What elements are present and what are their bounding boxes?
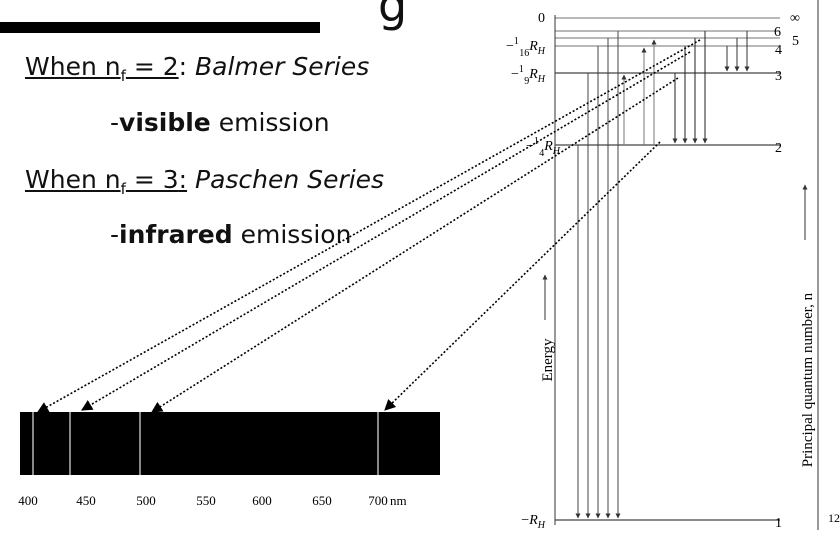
diagram: 0 −1/16RH −1/9RH −1/4RH −RH Energy Princ… xyxy=(0,0,840,538)
level-label: 4 xyxy=(775,43,782,58)
text: H xyxy=(537,46,546,57)
level-label: 2 xyxy=(775,141,782,156)
text: − xyxy=(511,67,519,82)
energy-label: −1/9RH xyxy=(511,64,546,87)
energy-label: −RH xyxy=(521,513,545,531)
level-label: 3 xyxy=(775,69,782,84)
text: R xyxy=(528,513,538,528)
level-label: ∞ xyxy=(790,11,800,26)
pointer xyxy=(38,40,700,412)
text: R xyxy=(528,39,538,54)
spectrum-tick: 600 xyxy=(252,493,272,508)
energy-label: 0 xyxy=(538,11,545,26)
text: H xyxy=(537,74,546,85)
page-number: 12 xyxy=(828,511,840,525)
spectrum-tick: 700 xyxy=(368,493,388,508)
energy-axis-label: Energy xyxy=(540,338,556,382)
level-label: 1 xyxy=(775,516,782,531)
slide: g When nf = 2: Balmer Series -visible em… xyxy=(0,0,840,538)
spectrum-tick: 450 xyxy=(76,493,96,508)
text: − xyxy=(521,513,529,528)
text: − xyxy=(506,39,514,54)
pointer xyxy=(82,52,690,410)
text: 1 xyxy=(514,36,519,47)
text: 1 xyxy=(519,64,524,75)
spectrum-tick: 550 xyxy=(196,493,216,508)
text: 16 xyxy=(519,48,529,59)
n-axis-label: Principal quantum number, n xyxy=(800,292,816,467)
spectrum-tick: 400 xyxy=(18,493,38,508)
text: R xyxy=(528,67,538,82)
pointer xyxy=(152,78,678,412)
energy-label: −1/16RH xyxy=(506,36,546,59)
level-label: 5 xyxy=(792,34,799,49)
spectrum-tick: 650 xyxy=(312,493,332,508)
spectrum-tick: 500 xyxy=(136,493,156,508)
pointer xyxy=(385,142,660,410)
spectrum-unit: nm xyxy=(390,493,407,508)
text: R xyxy=(543,139,553,154)
text: H xyxy=(537,520,546,531)
